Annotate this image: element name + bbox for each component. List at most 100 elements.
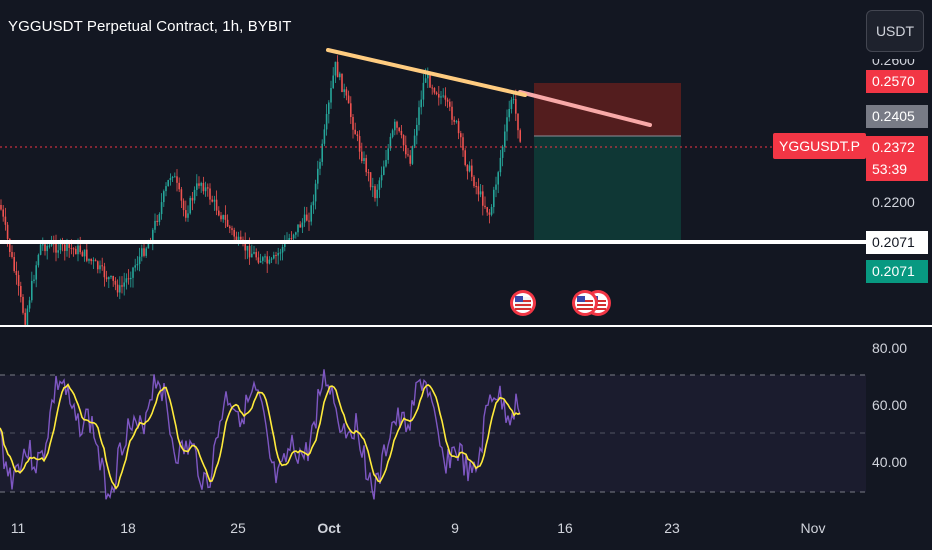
candle-body xyxy=(94,260,97,262)
candle-body xyxy=(301,222,304,228)
candle-body xyxy=(431,87,433,89)
candle-body xyxy=(508,109,510,118)
candle-body xyxy=(396,121,398,128)
candle-body xyxy=(369,172,372,188)
candle-body xyxy=(418,107,420,125)
candle-body xyxy=(138,256,141,265)
candle-body xyxy=(251,253,253,258)
candle-body xyxy=(460,133,462,138)
trendline[interactable] xyxy=(326,48,527,97)
candle-body xyxy=(134,265,136,268)
candle-body xyxy=(174,176,176,178)
price-label-mid: 0.2200 xyxy=(872,194,915,210)
candle-body xyxy=(325,113,328,130)
candle-body xyxy=(380,174,383,181)
candle-body xyxy=(99,265,101,270)
currency-button[interactable]: USDT xyxy=(866,10,924,52)
candle-body xyxy=(354,129,356,135)
candle-body xyxy=(394,121,396,131)
candle-body xyxy=(281,246,284,253)
candle-body xyxy=(517,113,519,131)
candle-body xyxy=(449,101,451,107)
candle-body xyxy=(464,150,466,165)
candle-body xyxy=(343,89,345,92)
candle-body xyxy=(471,165,473,177)
candle-body xyxy=(15,271,18,276)
candle-body xyxy=(336,61,339,78)
candle-body xyxy=(244,242,246,251)
candle-body xyxy=(317,168,319,184)
candle-body xyxy=(136,264,139,266)
candle-body xyxy=(259,260,262,263)
candle-body xyxy=(268,259,271,264)
candle-body xyxy=(433,88,436,93)
candle-body xyxy=(365,158,367,173)
candle-body xyxy=(160,202,163,215)
candle-body xyxy=(222,215,224,220)
candle-body xyxy=(462,137,464,151)
candle-body xyxy=(475,186,477,188)
candle-body xyxy=(310,205,312,222)
candle-body xyxy=(127,278,130,280)
candle-body xyxy=(444,95,447,100)
candle-body xyxy=(420,99,422,108)
candle-body xyxy=(253,252,255,254)
candle-body xyxy=(473,176,475,187)
candle-body xyxy=(512,99,515,101)
symbol-tag: YGGUSDT.P xyxy=(773,133,866,159)
candle-body xyxy=(224,215,227,220)
candle-body xyxy=(26,308,29,325)
candle-body xyxy=(457,121,460,134)
trendline-pink[interactable] xyxy=(518,90,652,127)
candle-body xyxy=(79,245,81,253)
candle-body xyxy=(6,224,9,239)
candle-body xyxy=(191,197,194,201)
candle-body xyxy=(86,249,88,261)
candle-body xyxy=(367,172,370,174)
candle-body xyxy=(207,187,209,189)
candle-body xyxy=(9,238,11,252)
candle-body xyxy=(257,257,260,263)
candle-body xyxy=(119,285,121,293)
candle-body xyxy=(187,213,189,218)
candle-body xyxy=(455,121,458,123)
candle-body xyxy=(143,248,145,256)
candle-body xyxy=(262,257,264,261)
candle-body xyxy=(81,252,84,257)
candle-body xyxy=(176,176,178,183)
candle-body xyxy=(218,210,220,216)
candle-body xyxy=(20,286,22,297)
candle-body xyxy=(347,95,350,104)
rsi-ma-line xyxy=(0,383,521,490)
candle-body xyxy=(204,187,207,192)
candle-body xyxy=(158,214,161,222)
candle-body xyxy=(332,75,334,89)
candle-body xyxy=(292,234,295,239)
candle-body xyxy=(295,232,297,235)
candle-body xyxy=(46,245,48,252)
short-position-target-zone[interactable] xyxy=(534,83,681,136)
candle-body xyxy=(11,251,13,258)
candle-body xyxy=(266,256,268,264)
chart-title: YGGUSDT Perpetual Contract, 1h, BYBIT xyxy=(8,18,292,35)
short-position-stop-zone[interactable] xyxy=(534,136,681,242)
candle-body xyxy=(116,284,119,293)
time-label-23: 23 xyxy=(664,520,680,536)
candle-body xyxy=(361,151,363,162)
us-flag-icon[interactable] xyxy=(572,290,598,316)
candle-body xyxy=(211,199,213,202)
candle-body xyxy=(213,199,216,202)
candle-body xyxy=(246,245,249,251)
candle-body xyxy=(68,242,70,248)
candle-body xyxy=(466,164,469,172)
candle-body xyxy=(147,242,150,249)
us-flag-icon[interactable] xyxy=(510,290,536,316)
candle-body xyxy=(402,135,405,146)
candle-body xyxy=(4,216,7,225)
candle-body xyxy=(75,248,77,255)
candle-body xyxy=(477,186,480,195)
candle-body xyxy=(226,219,229,227)
candle-body xyxy=(451,106,453,120)
candle-body xyxy=(510,99,513,110)
